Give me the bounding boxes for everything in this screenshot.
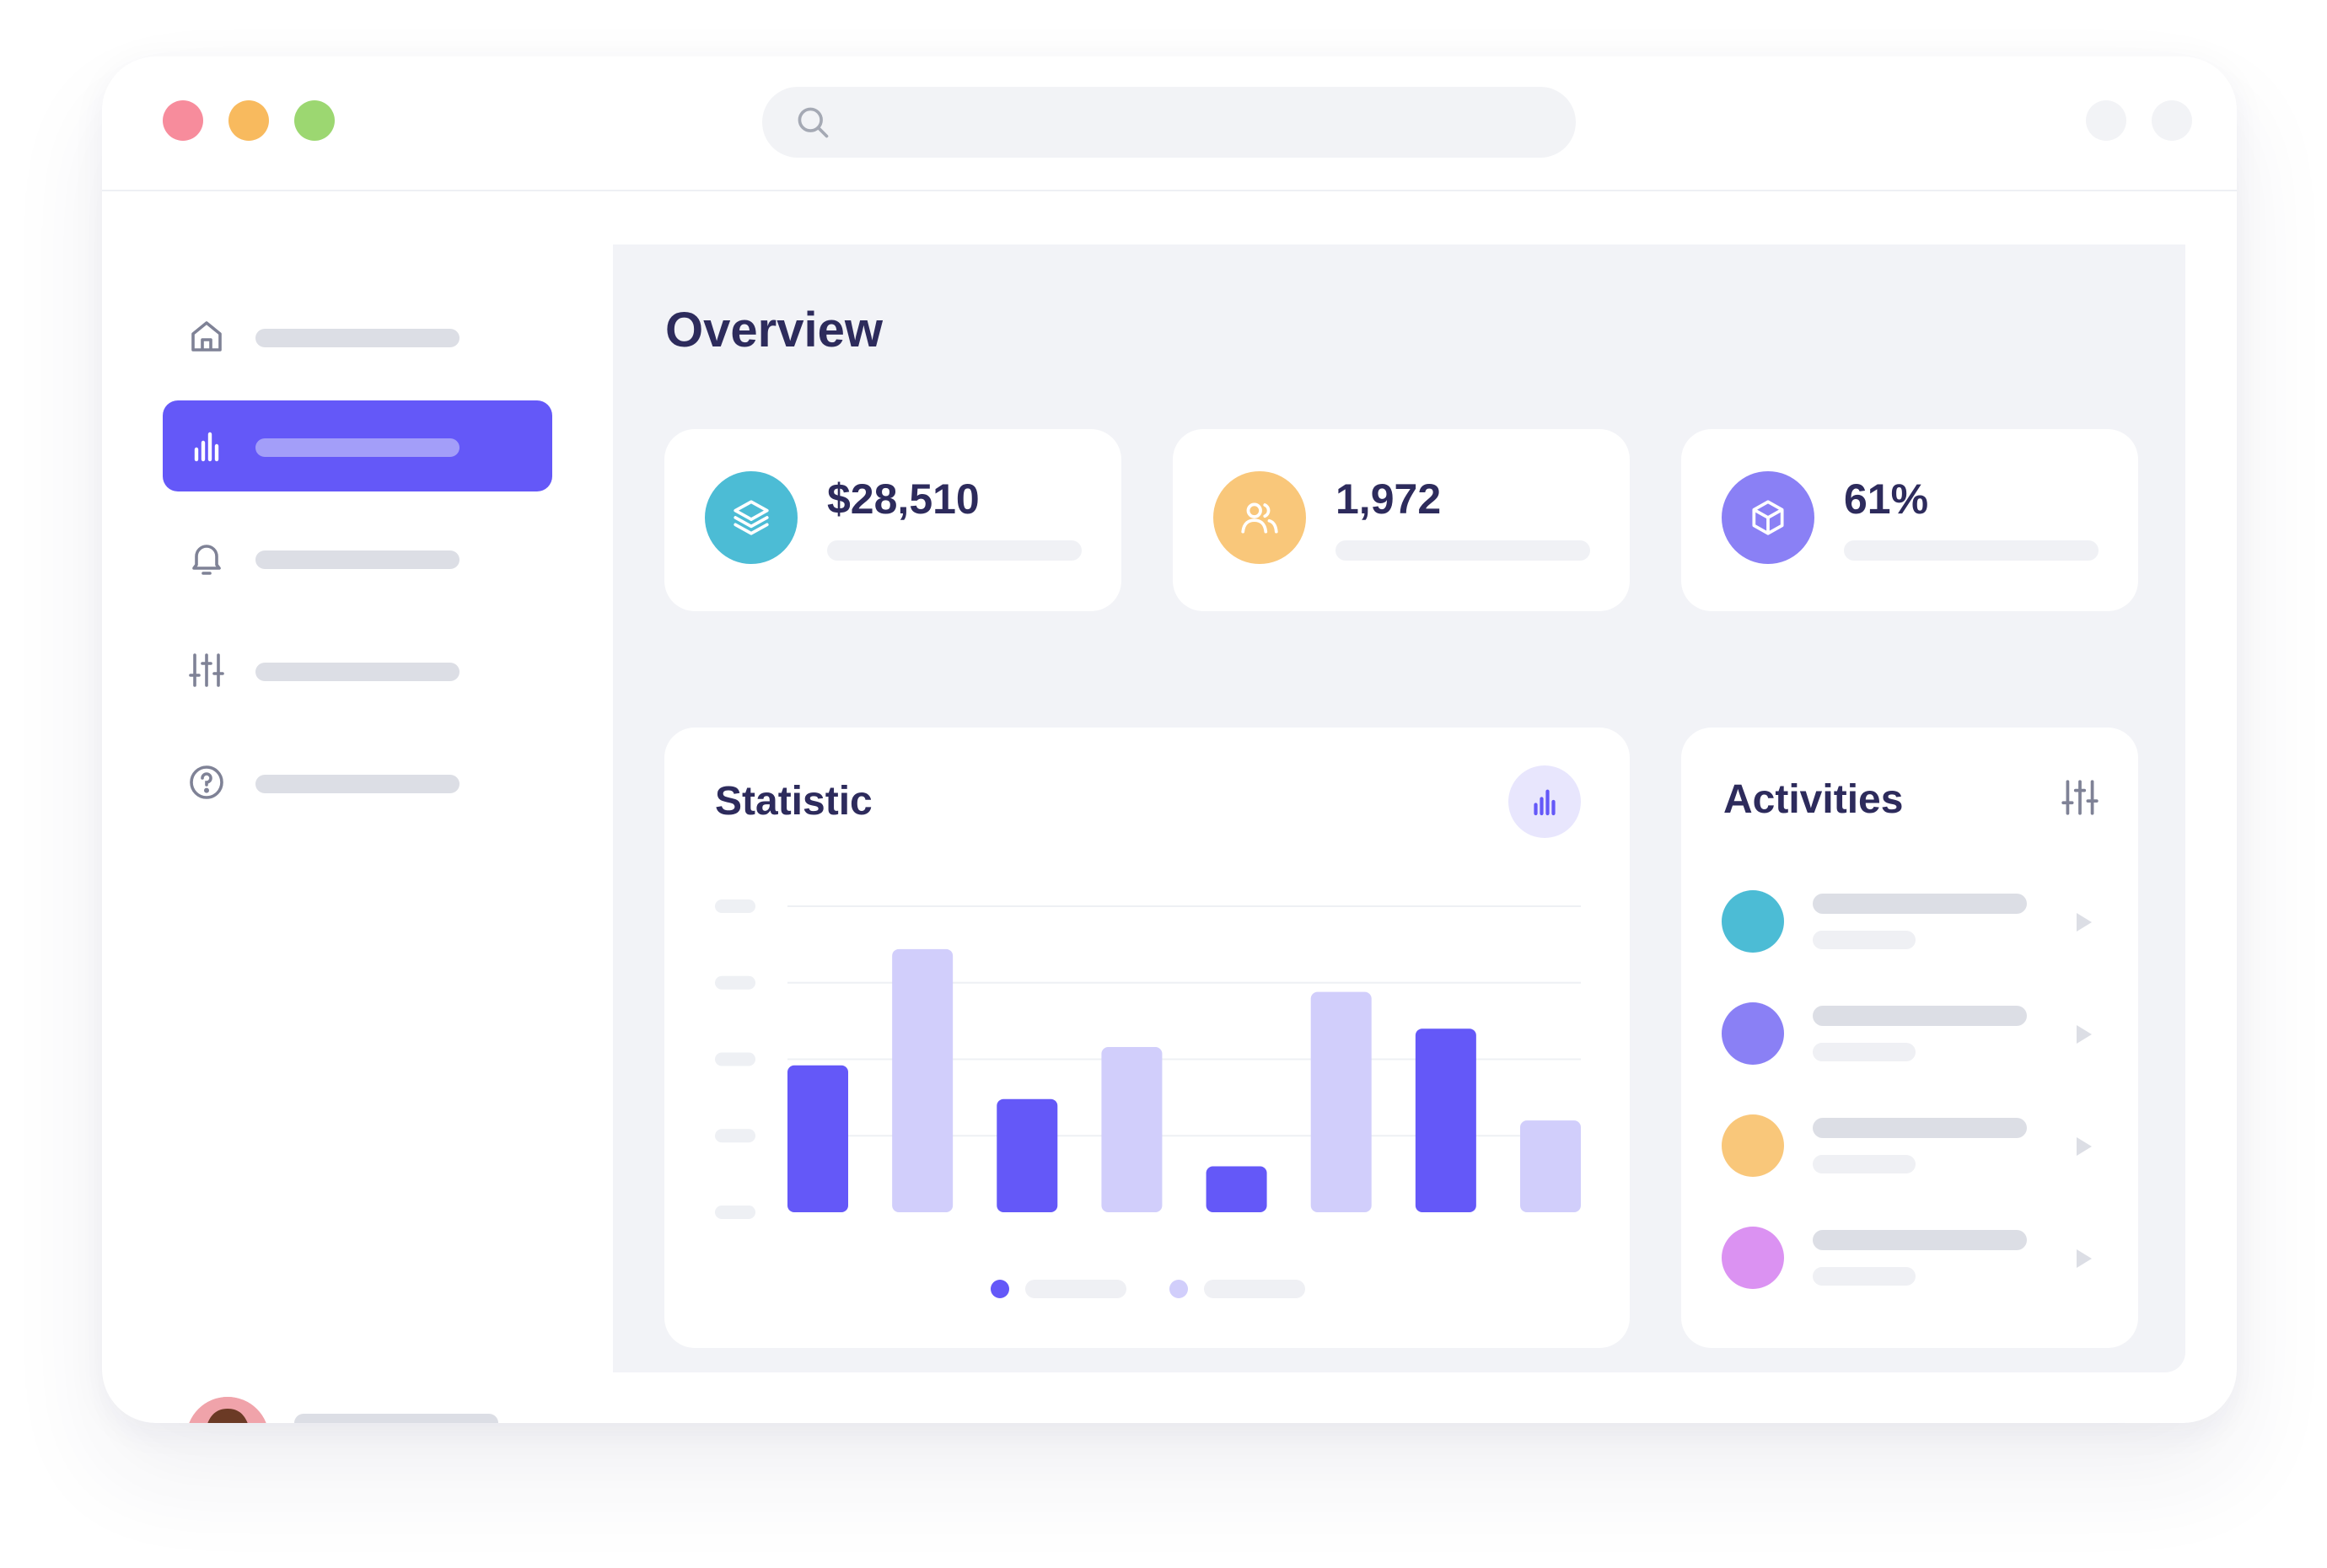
activity-title [1813,894,2027,914]
stat-card-revenue[interactable]: $28,510 [664,429,1121,611]
close-window-button[interactable] [163,100,203,141]
activity-item[interactable] [1722,1002,2109,1070]
chart-bar [1415,1028,1476,1212]
bar-chart [715,899,1581,1298]
activity-subtitle [1813,1155,1916,1173]
stat-icon-badge [705,471,798,564]
legend-label [1204,1280,1305,1298]
users-icon [1241,502,1278,534]
sidebar-item-label [255,775,459,793]
y-tick-label [715,1052,755,1066]
toolbar-button-1[interactable] [2086,100,2126,141]
minimize-window-button[interactable] [228,100,269,141]
chart-bar [1520,1120,1581,1212]
avatar[interactable] [186,1397,269,1423]
chart-bar [787,1065,848,1212]
chart-type-button[interactable] [1508,765,1581,838]
card-title: Statistic [715,779,873,824]
chart-bar [1310,991,1372,1212]
sidebar-item-statistics[interactable] [163,400,552,491]
layers-icon [734,500,769,535]
play-arrow-icon[interactable] [2074,1135,2094,1158]
stat-value: 1,972 [1335,475,1442,523]
bar-chart-icon [1534,789,1556,816]
activity-item[interactable] [1722,1114,2109,1182]
activity-subtitle [1813,931,1916,949]
legend-marker [1169,1280,1188,1298]
bell-icon [192,545,221,575]
activity-avatar [1722,1227,1784,1289]
y-tick-label [715,1206,755,1219]
activity-subtitle [1813,1043,1916,1061]
stat-card-users[interactable]: 1,972 [1173,429,1630,611]
legend-marker [991,1280,1009,1298]
y-tick-label [715,899,755,913]
search-icon [798,107,829,138]
card-title: Activities [1723,777,1904,822]
sliders-icon [189,653,224,687]
profile-name [294,1414,498,1423]
activity-item[interactable] [1722,1227,2109,1294]
title-bar [102,56,2237,191]
legend-label [1025,1280,1126,1298]
y-tick-label [715,1129,755,1143]
stat-caption [1335,540,1590,561]
activity-avatar [1722,1002,1784,1065]
chart-bar [1101,1046,1163,1212]
toolbar-button-2[interactable] [2152,100,2192,141]
sidebar-item-label [255,329,459,347]
y-tick-label [715,975,755,990]
box-icon [1752,500,1784,535]
sidebar-item-help[interactable] [163,737,552,828]
stat-caption [1844,540,2099,561]
activities-card: Activities [1681,728,2138,1348]
page-title: Overview [665,303,883,357]
chart-bar [997,1098,1058,1212]
app-window: Overview $28,510 1,972 [102,56,2237,1423]
maximize-window-button[interactable] [294,100,335,141]
activity-title [1813,1006,2027,1026]
chart-bar [892,948,954,1212]
stat-icon-badge [1722,471,1814,564]
sidebar-item-label [255,438,459,457]
sidebar-item-home[interactable] [163,291,552,382]
activity-avatar [1722,1114,1784,1177]
play-arrow-icon[interactable] [2074,1023,2094,1046]
stat-icon-badge [1213,471,1306,564]
help-circle-icon [190,765,223,799]
play-arrow-icon[interactable] [2074,1247,2094,1270]
stat-caption [827,540,1082,561]
activity-title [1813,1230,2027,1250]
chart-bar [1206,1166,1267,1212]
user-profile[interactable] [186,1397,540,1423]
play-arrow-icon[interactable] [2074,910,2094,934]
sliders-icon[interactable] [2059,776,2101,819]
search-input[interactable] [846,87,1555,158]
stat-card-percentage[interactable]: 61% [1681,429,2138,611]
activity-subtitle [1813,1267,1916,1286]
sidebar-item-label [255,663,459,681]
stat-value: 61% [1844,475,1929,523]
main-content: Overview $28,510 1,972 [613,244,2185,1372]
activity-avatar [1722,890,1784,953]
stat-value: $28,510 [827,475,980,523]
bar-chart-icon [194,432,219,462]
activity-title [1813,1118,2027,1138]
activity-item[interactable] [1722,890,2109,958]
sidebar-item-label [255,550,459,569]
sidebar-item-notifications[interactable] [163,513,552,604]
search-bar[interactable] [762,87,1576,158]
sidebar-item-settings[interactable] [163,625,552,716]
home-icon [191,321,222,352]
sidebar [102,191,608,1423]
statistic-card: Statistic [664,728,1630,1348]
